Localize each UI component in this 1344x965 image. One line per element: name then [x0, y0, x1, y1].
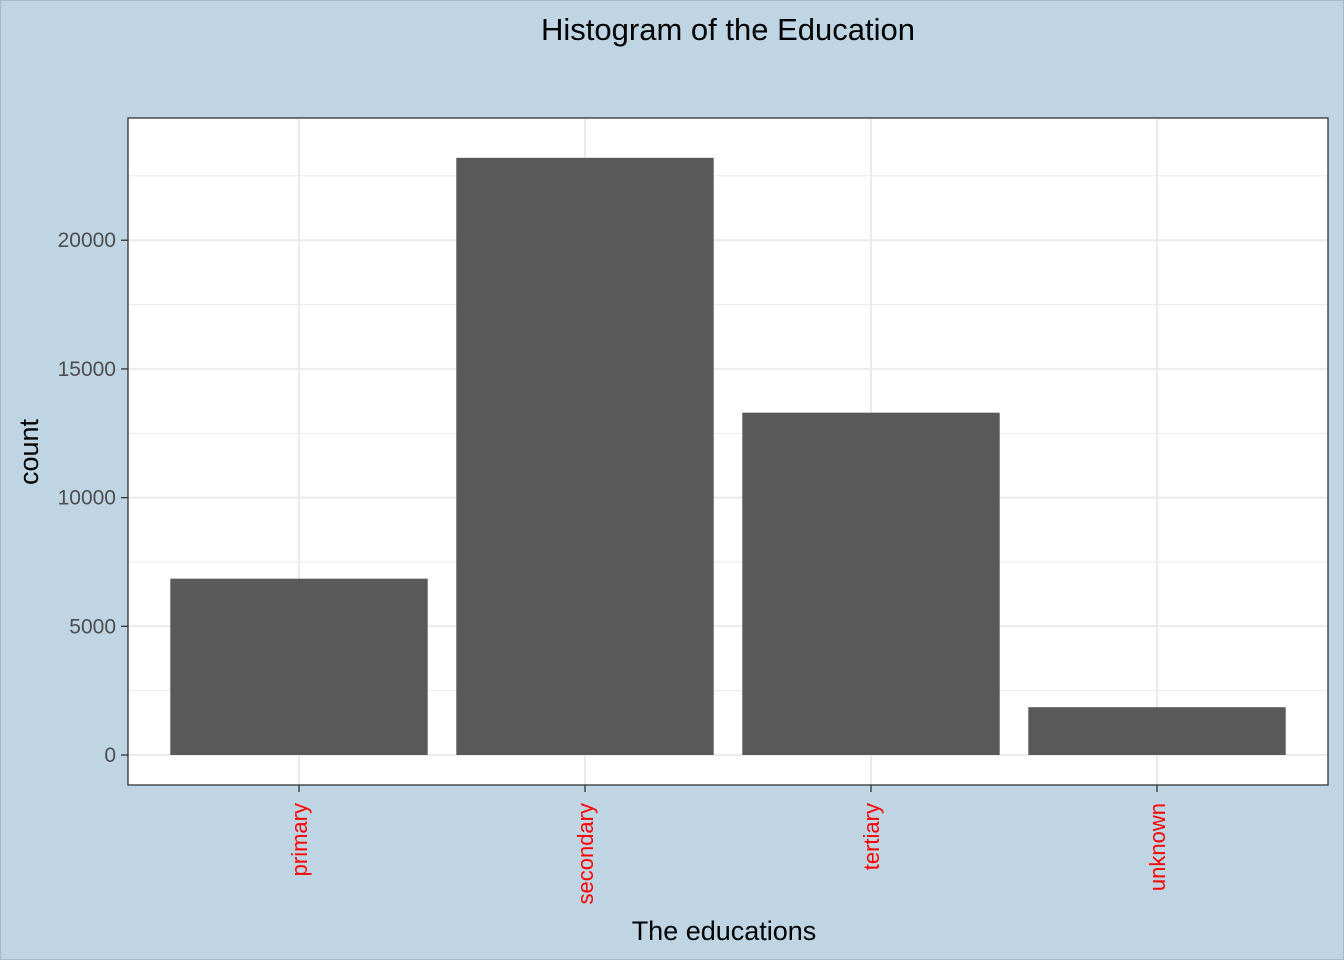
y-tick-label: 5000 [69, 615, 116, 638]
x-tick-label-secondary: secondary [573, 803, 598, 905]
y-tick-label: 20000 [58, 229, 116, 252]
x-axis-label: The educations [632, 916, 817, 946]
y-axis: 0 5000 10000 15000 20000 [58, 229, 128, 767]
y-tick-label: 10000 [58, 487, 116, 510]
plot-panel-border [127, 117, 1329, 786]
bars [170, 157, 1286, 755]
bar-secondary [456, 157, 714, 755]
x-tick-label-unknown: unknown [1145, 803, 1170, 891]
y-tick-label: 15000 [58, 358, 116, 381]
bar-primary [170, 578, 428, 755]
chart-title: Histogram of the Education [541, 12, 915, 47]
y-axis-label: count [14, 418, 44, 485]
y-tick-label: 0 [104, 744, 116, 767]
x-tick-label-tertiary: tertiary [859, 803, 884, 870]
bar-unknown [1028, 707, 1286, 755]
x-tick-label-primary: primary [287, 803, 312, 876]
bar-tertiary [742, 412, 1000, 755]
x-axis: primary secondary tertiary unknown [287, 785, 1170, 905]
